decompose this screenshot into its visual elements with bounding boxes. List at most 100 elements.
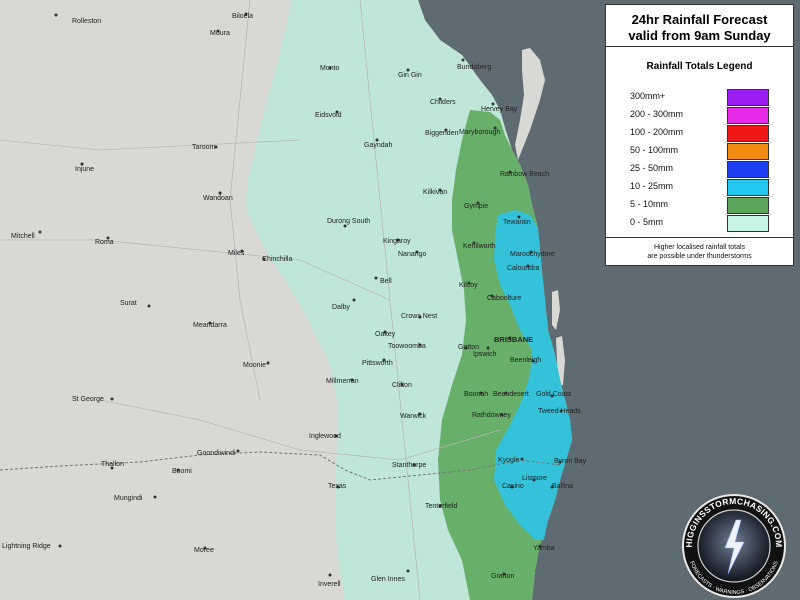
town-label: Childers: [430, 99, 456, 106]
town-label: Dalby: [332, 304, 350, 311]
town-label: Goondiwindi: [197, 450, 236, 457]
town-layer: Rolleston Biloela Moura Monto Gin Gin Bu…: [2, 12, 587, 588]
town-label: Crows Nest: [401, 313, 437, 320]
legend-row: 50 - 100mm: [606, 142, 795, 160]
town-label: Chinchilla: [262, 256, 292, 263]
state-border: [0, 451, 561, 481]
rainfall-legend: 24hr Rainfall Forecast valid from 9am Su…: [605, 4, 794, 266]
town-label: Bundaberg: [457, 64, 491, 71]
legend-label: 50 - 100mm: [630, 145, 679, 155]
town-label: Beenleigh: [510, 357, 541, 364]
legend-title-line1: 24hr Rainfall Forecast: [631, 12, 768, 27]
town-label: Tenterfield: [425, 503, 457, 510]
legend-swatch: [727, 197, 769, 214]
town-label: Byron Bay: [554, 458, 587, 465]
rain-zone-10-25mm: [494, 210, 572, 540]
town-label: Mungindi: [114, 495, 143, 502]
legend-row: 200 - 300mm: [606, 106, 795, 124]
legend-label: 25 - 50mm: [630, 163, 674, 173]
town-label: Gayndah: [364, 142, 393, 149]
legend-note: Higher localised rainfall totals are pos…: [606, 243, 793, 261]
town-label: Bell: [380, 278, 392, 285]
town-label: Kyogle: [498, 457, 520, 464]
town-label: Meandarra: [193, 322, 227, 329]
legend-row: 300mm+: [606, 88, 795, 106]
town-label: Kilcoy: [459, 282, 478, 289]
legend-label: 0 - 5mm: [630, 217, 664, 227]
town-label: Biggenden: [425, 130, 459, 137]
town-label: Beaudesert: [493, 391, 529, 398]
town-label: Gin Gin: [398, 72, 422, 79]
town-label: Warwick: [400, 413, 427, 420]
town-label: Kingaroy: [383, 238, 411, 245]
town-label: Rainbow Beach: [500, 171, 549, 178]
town-label: Gatton: [458, 344, 479, 351]
town-label: Gold Coast: [536, 391, 571, 398]
town-label: Surat: [120, 300, 137, 307]
legend-divider: [606, 237, 793, 238]
legend-swatch: [727, 161, 769, 178]
lightning-bolt-icon: [724, 519, 745, 575]
town-label: Oakey: [375, 331, 396, 338]
town-label: Moonie: [243, 362, 266, 369]
town-label: Caboolture: [487, 295, 521, 302]
town-label: Moree: [194, 547, 214, 554]
town-label: Yamba: [533, 545, 555, 552]
higgins-storm-chasing-logo: HIGGINSSTORMCHASING.COM FORECASTS · WARN…: [682, 494, 786, 598]
legend-row: 5 - 10mm: [606, 196, 795, 214]
town-label: Wandoan: [203, 195, 233, 202]
town-label: Gympie: [464, 203, 488, 210]
town-label: Boomi: [172, 468, 192, 475]
town-label: Miles: [228, 250, 245, 257]
town-label: Moura: [210, 30, 230, 37]
town-label: Texas: [328, 483, 347, 490]
town-label: Lightning Ridge: [2, 543, 51, 550]
legend-swatch: [727, 125, 769, 142]
legend-row: 100 - 200mm: [606, 124, 795, 142]
town-label: Inverell: [318, 581, 341, 588]
town-label: Millmerran: [326, 378, 359, 385]
town-label: Biloela: [232, 13, 253, 20]
legend-label: 5 - 10mm: [630, 199, 669, 209]
legend-label: 100 - 200mm: [630, 127, 684, 137]
town-label: Taroom: [192, 144, 216, 151]
town-label: Ipswich: [473, 351, 496, 358]
town-label: Thallon: [101, 461, 124, 468]
legend-label: 200 - 300mm: [630, 109, 684, 119]
legend-note-line2: are possible under thunderstorms: [647, 253, 752, 260]
town-label: Eidsvold: [315, 112, 342, 119]
town-label: Maryborough: [459, 129, 500, 136]
legend-note-line1: Higher localised rainfall totals: [653, 244, 746, 251]
roads: [0, 0, 501, 600]
town-label: St George: [72, 396, 104, 403]
town-label: Durong South: [327, 218, 370, 225]
legend-title: 24hr Rainfall Forecast valid from 9am Su…: [606, 5, 793, 47]
legend-swatch: [727, 143, 769, 160]
town-label: Kenilworth: [463, 243, 496, 250]
town-label: Ballina: [552, 483, 573, 490]
legend-label: 10 - 25mm: [630, 181, 674, 191]
town-label: Maroochydore: [510, 251, 555, 258]
legend-row: 25 - 50mm: [606, 160, 795, 178]
town-label: Mitchell: [11, 233, 35, 240]
town-label: Monto: [320, 65, 340, 72]
town-label: Clifton: [392, 382, 412, 389]
legend-swatch: [727, 215, 769, 232]
town-label: Tweed Heads: [538, 408, 581, 415]
legend-row: 10 - 25mm: [606, 178, 795, 196]
town-label: Lismore: [522, 475, 547, 482]
town-label: Roma: [95, 239, 114, 246]
legend-swatch: [727, 107, 769, 124]
town-label: Boonah: [464, 391, 488, 398]
legend-swatch: [727, 89, 769, 106]
legend-row: 0 - 5mm: [606, 214, 795, 232]
town-label: Pittsworth: [362, 360, 393, 367]
legend-label: 300mm+: [630, 91, 666, 101]
moreton-island: [552, 290, 560, 330]
town-label: Nanango: [398, 251, 427, 258]
town-label: Toowoomba: [388, 343, 426, 350]
town-label: Casino: [502, 483, 524, 490]
town-label: Rathdowney: [472, 412, 511, 419]
town-label: Stanthorpe: [392, 462, 426, 469]
town-label: Inglewood: [309, 433, 341, 440]
